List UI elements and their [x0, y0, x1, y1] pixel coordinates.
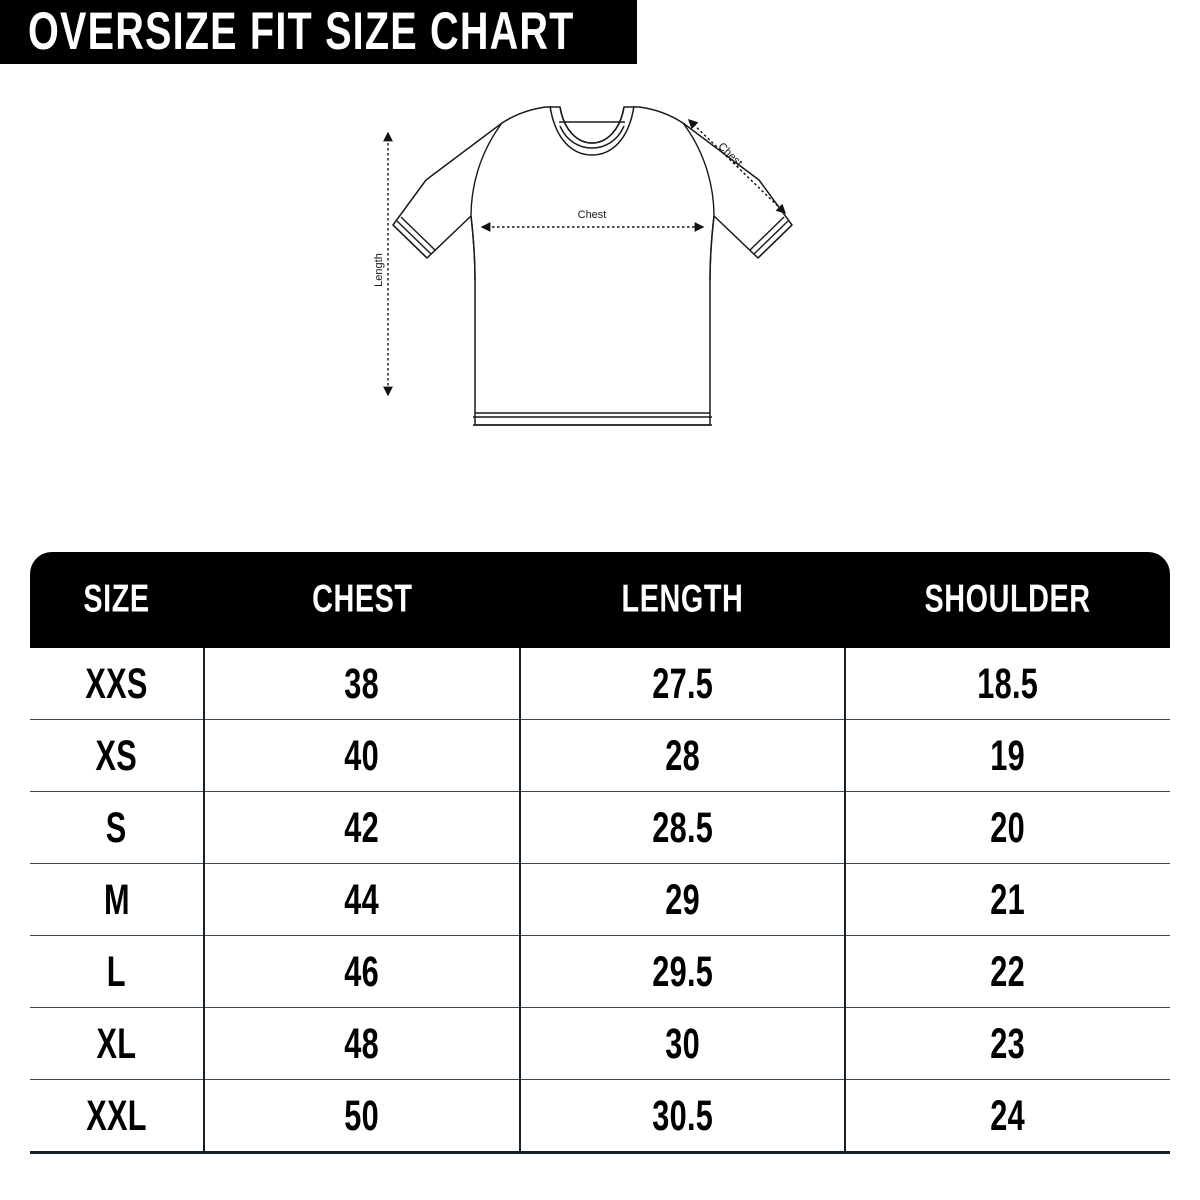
- cell-chest-text: 48: [344, 1019, 380, 1067]
- cell-size: XL: [30, 1007, 205, 1080]
- cell-chest-text: 46: [344, 947, 380, 995]
- table-row: XL 48 30 23: [30, 1007, 1170, 1080]
- cell-chest-text: 38: [344, 659, 380, 707]
- cell-chest: 42: [204, 791, 521, 864]
- right-sleeve-cuff: [749, 216, 793, 259]
- cell-shoulder-text: 18.5: [977, 659, 1039, 707]
- cell-size: S: [30, 791, 205, 864]
- cell-shoulder: 23: [845, 1007, 1170, 1080]
- table-header: SIZE CHEST LENGTH SHOULDER: [30, 552, 1170, 648]
- cell-chest-text: 44: [344, 875, 380, 923]
- cell-shoulder: 18.5: [845, 648, 1170, 720]
- column-header-shoulder-text: SHOULDER: [924, 577, 1091, 621]
- cell-shoulder: 21: [845, 863, 1170, 936]
- column-header-chest: CHEST: [204, 552, 520, 648]
- table-body: XXS 38 27.5 18.5 XS 40 28 19 S 42 28.5 2…: [30, 648, 1170, 1154]
- cell-size-text: XXS: [85, 659, 148, 707]
- cell-chest-text: 42: [344, 803, 380, 851]
- cell-size-text: S: [106, 803, 127, 851]
- cell-shoulder-text: 24: [990, 1091, 1026, 1139]
- chest-label: Chest: [578, 209, 607, 221]
- column-header-chest-text: CHEST: [311, 577, 413, 621]
- cell-chest: 40: [204, 719, 521, 792]
- cell-size-text: XS: [95, 731, 138, 779]
- cell-length-text: 28: [665, 731, 700, 779]
- cell-chest: 50: [204, 1079, 521, 1154]
- table-row: M 44 29 21: [30, 863, 1170, 936]
- bottom-hem: [473, 412, 712, 426]
- column-header-length-text: LENGTH: [621, 577, 744, 621]
- left-sleeve-cuff: [392, 216, 436, 259]
- page-title: OVERSIZE FIT SIZE CHART: [28, 2, 575, 61]
- cell-length: 30.5: [520, 1079, 846, 1154]
- cell-chest-text: 50: [344, 1091, 380, 1139]
- cell-shoulder-text: 23: [990, 1019, 1026, 1067]
- collar-detail: [549, 105, 635, 156]
- tshirt-technical-drawing-svg: Length Chest Chest: [373, 105, 793, 426]
- cell-shoulder-text: 19: [990, 731, 1026, 779]
- cell-size: XXL: [30, 1079, 205, 1154]
- cell-size: M: [30, 863, 205, 936]
- column-header-shoulder: SHOULDER: [845, 552, 1170, 648]
- table-row: XS 40 28 19: [30, 719, 1170, 792]
- cell-size-text: L: [106, 947, 127, 995]
- cell-size-text: XL: [96, 1019, 137, 1067]
- cell-length-text: 29.5: [652, 947, 713, 995]
- cell-length-text: 29: [665, 875, 700, 923]
- cell-shoulder-text: 21: [990, 875, 1026, 923]
- column-header-length: LENGTH: [520, 552, 845, 648]
- cell-length: 30: [520, 1007, 846, 1080]
- cell-size: XS: [30, 719, 205, 792]
- cell-length: 28.5: [520, 791, 846, 864]
- length-label: Length: [373, 253, 385, 287]
- cell-length: 29.5: [520, 935, 846, 1008]
- cell-shoulder: 19: [845, 719, 1170, 792]
- cell-size: L: [30, 935, 205, 1008]
- column-header-size-text: SIZE: [83, 577, 151, 621]
- cell-chest: 44: [204, 863, 521, 936]
- table-row: S 42 28.5 20: [30, 791, 1170, 864]
- table-row: XXL 50 30.5 24: [30, 1079, 1170, 1154]
- title-band: OVERSIZE FIT SIZE CHART: [0, 0, 637, 64]
- table-header-row: SIZE CHEST LENGTH SHOULDER: [30, 552, 1170, 648]
- cell-length-text: 27.5: [652, 659, 713, 707]
- cell-length: 27.5: [520, 648, 846, 720]
- cell-chest: 46: [204, 935, 521, 1008]
- size-chart-table-wrap: SIZE CHEST LENGTH SHOULDER XXS 38 27.5 1…: [30, 552, 1170, 1154]
- cell-length-text: 30.5: [652, 1091, 713, 1139]
- table-row: XXS 38 27.5 18.5: [30, 648, 1170, 720]
- cell-shoulder: 22: [845, 935, 1170, 1008]
- cell-shoulder: 24: [845, 1079, 1170, 1154]
- column-header-size: SIZE: [30, 552, 204, 648]
- chest-measurement: Chest: [480, 209, 705, 232]
- cell-length-text: 28.5: [652, 803, 713, 851]
- cell-shoulder: 20: [845, 791, 1170, 864]
- cell-length: 29: [520, 863, 846, 936]
- length-measurement: Length: [373, 131, 393, 397]
- size-chart-table: SIZE CHEST LENGTH SHOULDER XXS 38 27.5 1…: [30, 552, 1170, 1154]
- cell-size: XXS: [30, 648, 205, 720]
- cell-length: 28: [520, 719, 846, 792]
- cell-length-text: 30: [665, 1019, 700, 1067]
- tshirt-diagram: Length Chest Chest Size may rarely vary …: [0, 95, 1200, 573]
- cell-shoulder-text: 22: [990, 947, 1026, 995]
- cell-size-text: XXL: [86, 1091, 147, 1139]
- cell-chest: 38: [204, 648, 521, 720]
- cell-size-text: M: [103, 875, 130, 923]
- table-row: L 46 29.5 22: [30, 935, 1170, 1008]
- cell-shoulder-text: 20: [990, 803, 1026, 851]
- cell-chest: 48: [204, 1007, 521, 1080]
- cell-chest-text: 40: [344, 731, 380, 779]
